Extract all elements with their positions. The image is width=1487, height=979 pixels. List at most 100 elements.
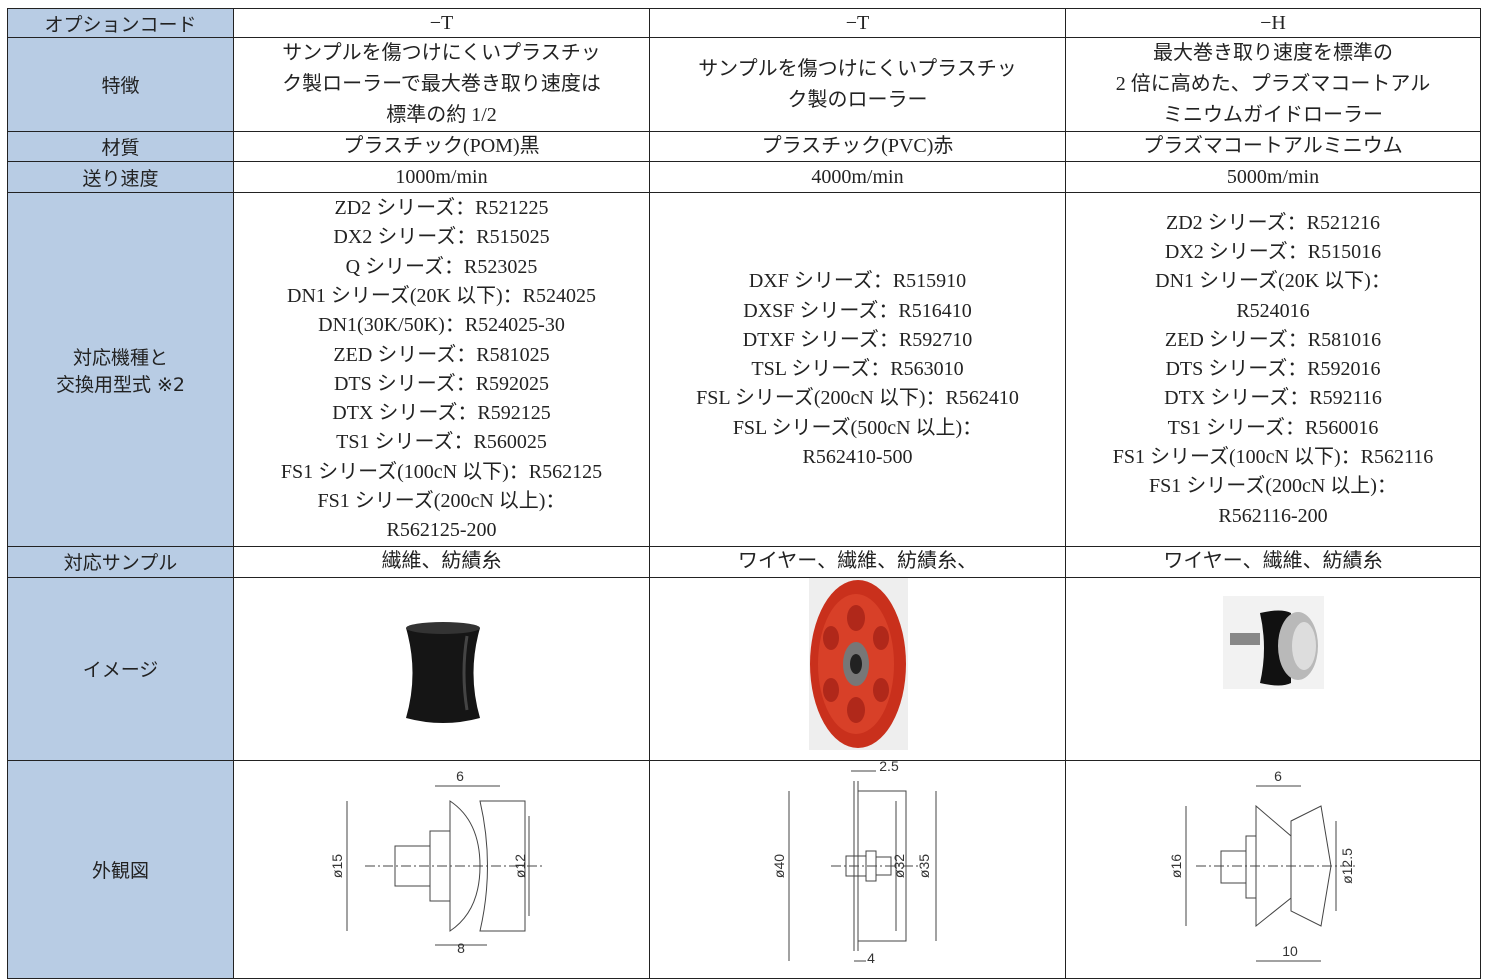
roller-image xyxy=(808,578,908,750)
text-line: DX2 シリーズ：R515016 xyxy=(1164,240,1382,263)
dimension-label: ø15 xyxy=(329,853,345,877)
spec-table: オプションコード −T −T −H 特徴 サンプルを傷つけにくいプラスチッ ク製ローラーで最… xyxy=(7,8,1481,979)
text-line: DN1 シリーズ(20K 以下)：R524025 xyxy=(287,284,596,307)
row-label: 対応サンプル xyxy=(7,546,234,578)
header-cell: −T xyxy=(649,8,1066,38)
text-line: 2 倍に高めた、プラズマコートアル xyxy=(1115,73,1431,95)
text-line: ZD2 シリーズ：R521216 xyxy=(1166,211,1380,234)
header-cell: オプションコード xyxy=(7,8,234,38)
text-line: R562125-200 xyxy=(386,519,497,542)
text-line: プラスチック(PVC)赤 xyxy=(761,135,954,157)
dimension-label: ø35 xyxy=(916,853,932,877)
cell: 4000m/min xyxy=(649,161,1066,194)
cell: DXF シリーズ：R515910 DXSF シリーズ：R516410 DTXF シリ… xyxy=(649,192,1066,548)
text-line: DXSF シリーズ：R516410 xyxy=(743,299,972,322)
text-line: DTXF シリーズ：R592710 xyxy=(742,328,973,351)
cell: プラスチック(POM)黒 xyxy=(233,130,650,163)
row-label: 特徴 xyxy=(7,37,234,132)
table-row: 外観図 6 ø15 ø12 8 2.5 ø40 ø32 ø35 4 6 ø16 … xyxy=(7,759,1481,979)
dimension-label: ø16 xyxy=(1168,853,1184,877)
row-label: 送り速度 xyxy=(7,161,234,194)
text-line: DTX シリーズ：R592125 xyxy=(332,402,551,425)
text-line: FSL シリーズ(500cN 以上)： xyxy=(732,416,983,439)
header-row: オプションコード −T −T −H xyxy=(7,8,1481,38)
text-line: −T xyxy=(845,11,870,34)
cell: 1000m/min xyxy=(233,161,650,194)
text-line: 1000m/min xyxy=(395,165,488,188)
text-line: 標準の約 1/2 xyxy=(386,104,497,126)
cell: 5000m/min xyxy=(1065,161,1481,194)
row-label: 材質 xyxy=(7,130,234,163)
text-line: DXF シリーズ：R515910 xyxy=(748,270,967,293)
text-line: −H xyxy=(1260,11,1286,34)
outline-drawing: 6 ø15 ø12 8 xyxy=(329,768,545,956)
text-line: 対応機種と xyxy=(72,346,168,369)
text-line: DTX シリーズ：R592116 xyxy=(1164,387,1382,410)
text-line: TSL シリーズ：R563010 xyxy=(751,358,964,381)
text-line: プラズマコートアルミニウム xyxy=(1143,135,1403,157)
cell: ワイヤー、繊維、紡績糸 xyxy=(1065,546,1481,578)
text-line: ワイヤー、繊維、紡績糸 xyxy=(1163,550,1383,573)
cell: サンプルを傷つけにくいプラスチッ ク製のローラー xyxy=(649,37,1066,132)
cell: ZD2 シリーズ：R521216 DX2 シリーズ：R515016 DN1 シリーズ… xyxy=(1065,192,1481,548)
roller-image xyxy=(1223,595,1324,689)
header-cell: −H xyxy=(1065,8,1481,38)
dimension-label: 2.5 xyxy=(879,761,899,774)
text-line: TS1 シリーズ：R560016 xyxy=(1167,416,1379,439)
text-line: 特徴 xyxy=(101,75,140,97)
table-row: 対応機種と 交換用型式 ※2 ZD2 シリーズ：R521225 DX2 シリーズ：R5… xyxy=(7,192,1481,548)
text-line: FS1 シリーズ(100cN 以下)：R562116 xyxy=(1112,446,1434,469)
text-line: ク製のローラー xyxy=(787,88,928,111)
text-line: 繊維、紡績糸 xyxy=(381,550,502,573)
cell: 6 ø16 ø12.5 10 xyxy=(1065,759,1481,979)
text-line: イメージ xyxy=(82,659,159,682)
cell: 最大巻き取り速度を標準の 2 倍に高めた、プラズマコートアル ミニウムガイドローラー xyxy=(1065,37,1481,132)
text-line: R524016 xyxy=(1236,299,1310,322)
text-line: 材質 xyxy=(101,137,140,160)
cell: 6 ø15 ø12 8 xyxy=(233,759,650,979)
dimension-label: 8 xyxy=(457,940,465,956)
dimension-label: 6 xyxy=(456,768,464,784)
text-line: 5000m/min xyxy=(1226,165,1320,188)
dimension-label: 4 xyxy=(867,950,875,966)
table-row: 送り速度 1000m/min 4000m/min 5000m/min xyxy=(7,161,1481,194)
text-line: FSL シリーズ(200cN 以下)：R562410 xyxy=(696,387,1019,410)
dimension-label: 6 xyxy=(1274,768,1282,784)
cell xyxy=(1065,576,1481,761)
text-line: DN1 シリーズ(20K 以下)： xyxy=(1155,270,1391,293)
text-line: ワイヤー、繊維、紡績糸、 xyxy=(737,550,978,573)
table-row: 特徴 サンプルを傷つけにくいプラスチッ ク製ローラーで最大巻き取り速度は 標準の約 1… xyxy=(7,37,1481,132)
text-line: オプションコード xyxy=(44,13,197,36)
cell: 繊維、紡績糸 xyxy=(233,546,650,578)
text-line: FS1 シリーズ(200cN 以上)： xyxy=(1149,475,1397,498)
header-cell: −T xyxy=(233,8,650,38)
text-line: 送り速度 xyxy=(82,167,159,190)
row-label: 外観図 xyxy=(7,759,234,979)
table-row: 対応サンプル 繊維、紡績糸 ワイヤー、繊維、紡績糸、 ワイヤー、繊維、紡績糸 xyxy=(7,546,1481,578)
text-line: Q シリーズ：R523025 xyxy=(345,255,538,278)
text-line: FS1 シリーズ(100cN 以下)：R562125 xyxy=(280,460,603,483)
text-line: ZED シリーズ：R581016 xyxy=(1164,328,1382,351)
text-line: ク製ローラーで最大巻き取り速度は xyxy=(282,73,601,95)
text-line: 4000m/min xyxy=(811,165,904,188)
outline-drawing: 6 ø16 ø12.5 10 xyxy=(1168,768,1356,962)
dimension-label: 10 xyxy=(1282,943,1298,959)
cell: サンプルを傷つけにくいプラスチッ ク製ローラーで最大巻き取り速度は 標準の約 1/2 xyxy=(233,37,650,132)
dimension-label: ø32 xyxy=(891,853,907,877)
text-line: R562410-500 xyxy=(802,446,913,469)
outline-drawing: 2.5 ø40 ø32 ø35 4 xyxy=(771,761,936,966)
text-line: FS1 シリーズ(200cN 以上)： xyxy=(317,489,566,512)
cell: プラズマコートアルミニウム xyxy=(1065,130,1481,163)
dimension-label: ø12.5 xyxy=(1339,847,1355,883)
row-label: 対応機種と交換用型式 ※2 xyxy=(7,192,234,548)
text-line: 外観図 xyxy=(91,859,149,882)
table-row: 材質 プラスチック(POM)黒 プラスチック(PVC)赤 プラズマコートアルミニウム xyxy=(7,130,1481,163)
row-label: イメージ xyxy=(7,576,234,761)
text-line: 最大巻き取り速度を標準の xyxy=(1153,42,1393,64)
table-row: イメージ xyxy=(7,576,1481,761)
text-line: DTS シリーズ：R592016 xyxy=(1165,358,1381,381)
cell: ZD2 シリーズ：R521225 DX2 シリーズ：R515025 Q シリーズ：R… xyxy=(233,192,650,548)
text-line: 交換用型式 ※2 xyxy=(55,373,186,396)
text-line: DX2 シリーズ：R515025 xyxy=(333,226,550,249)
